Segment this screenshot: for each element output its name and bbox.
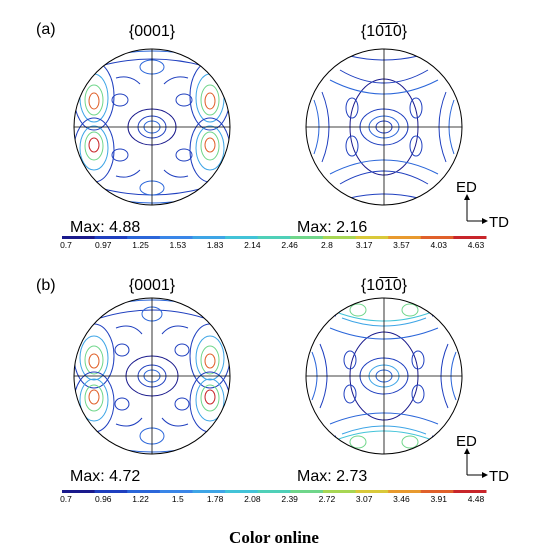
colorbar-a-segment	[192, 236, 226, 239]
colorbar-b-segment	[290, 490, 324, 493]
colorbar-b-tick-label: 4.48	[468, 494, 485, 504]
colorbar-a-segment	[290, 236, 324, 239]
pole-figure-b-prismatic: {10̅1̅0}	[305, 276, 463, 455]
pole-figure-a-prismatic-title: {10̅1̅0}	[361, 22, 408, 40]
glyph-a-ed: ED	[456, 179, 477, 196]
panel-b-label: (b)	[36, 277, 56, 294]
colorbar-b-segments	[62, 490, 487, 493]
colorbar-a-tick-label: 4.63	[468, 240, 485, 250]
colorbar-a-segment	[225, 236, 259, 239]
max-b-basal: Max: 4.72	[70, 468, 140, 485]
colorbar-b-segment	[355, 490, 389, 493]
colorbar-a-tick-label: 2.14	[244, 240, 261, 250]
figure-caption: Color online	[229, 528, 319, 547]
pole-figure-b-basal-title: {0001}	[129, 277, 176, 294]
colorbar-b-segment	[94, 490, 128, 493]
glyph-b-ed: ED	[456, 433, 477, 450]
colorbar-a-tick-label: 2.46	[281, 240, 298, 250]
colorbar-a: 0.7 0.97 1.25 1.53 1.83 2.14 2.46 2.8 3.17 3.57 4.…	[60, 236, 487, 250]
max-a-basal: Max: 4.88	[70, 219, 140, 236]
colorbar-a-segment	[355, 236, 389, 239]
pole-figure-a-basal: {0001}	[73, 23, 231, 206]
pole-figure-a-prismatic: {10̅1̅0}	[305, 22, 463, 206]
orientation-glyph-b: ED TD	[456, 433, 509, 485]
colorbar-b-segment	[159, 490, 193, 493]
colorbar-a-segment	[159, 236, 193, 239]
colorbar-a-segment	[420, 236, 454, 239]
colorbar-a-tick-label: 0.7	[60, 240, 72, 250]
colorbar-b-tick-label: 2.08	[244, 494, 261, 504]
colorbar-a-segment	[453, 236, 487, 239]
colorbar-a-tick-label: 1.83	[207, 240, 224, 250]
colorbar-b-segment	[257, 490, 291, 493]
colorbar-a-tick-label: 2.8	[321, 240, 333, 250]
colorbar-b-segment	[420, 490, 454, 493]
colorbar-b-segment	[322, 490, 357, 493]
colorbar-a-segment	[257, 236, 291, 239]
max-b-prismatic: Max: 2.73	[297, 468, 367, 485]
colorbar-b-tick-label: 0.96	[95, 494, 112, 504]
colorbar-a-tick-label: 0.97	[95, 240, 112, 250]
colorbar-a-tick-label: 3.17	[356, 240, 373, 250]
colorbar-a-segment	[62, 236, 96, 239]
colorbar-b-tick-label: 1.78	[207, 494, 224, 504]
colorbar-b-tick-label: 2.39	[281, 494, 298, 504]
colorbar-b-segment	[388, 490, 422, 493]
colorbar-b-tick-label: 1.5	[172, 494, 184, 504]
colorbar-a-tick-label: 4.03	[430, 240, 447, 250]
colorbar-b-tick-label: 0.7	[60, 494, 72, 504]
colorbar-b-tick-label: 3.91	[430, 494, 447, 504]
colorbar-b-segment	[127, 490, 161, 493]
colorbar-b-tick-label: 3.46	[393, 494, 410, 504]
colorbar-a-tick-label: 1.25	[132, 240, 149, 250]
colorbar-b-segment	[192, 490, 226, 493]
colorbar-b-ticks: 0.7 0.96 1.22 1.5 1.78 2.08 2.39 2.72 3.07 3.46 3.…	[60, 494, 484, 504]
orientation-glyph-a: ED TD	[456, 179, 509, 231]
colorbar-a-segment	[322, 236, 357, 239]
colorbar-a-segment	[127, 236, 161, 239]
max-a-prismatic: Max: 2.16	[297, 219, 367, 236]
glyph-b-td: TD	[489, 468, 509, 485]
colorbar-a-tick-label: 1.53	[170, 240, 187, 250]
colorbar-b-tick-label: 1.22	[132, 494, 149, 504]
pole-figure-b-basal: {0001}	[73, 277, 231, 455]
colorbar-a-ticks: 0.7 0.97 1.25 1.53 1.83 2.14 2.46 2.8 3.17 3.57 4.…	[60, 240, 484, 250]
glyph-a-td: TD	[489, 214, 509, 231]
pole-figure-a-basal-title: {0001}	[129, 23, 176, 40]
colorbar-b-segment	[453, 490, 487, 493]
colorbar-b-tick-label: 3.07	[356, 494, 373, 504]
colorbar-b: 0.7 0.96 1.22 1.5 1.78 2.08 2.39 2.72 3.07 3.46 3.…	[60, 490, 487, 504]
panel-b: (b) {0001}	[36, 276, 487, 504]
colorbar-b-segment	[62, 490, 96, 493]
panel-a: (a) {0001}	[36, 21, 487, 250]
colorbar-a-tick-label: 3.57	[393, 240, 410, 250]
colorbar-b-segment	[225, 490, 259, 493]
colorbar-a-segments	[62, 236, 487, 239]
colorbar-b-tick-label: 2.72	[319, 494, 336, 504]
colorbar-a-segment	[388, 236, 422, 239]
colorbar-a-segment	[94, 236, 128, 239]
pole-figure-b-prismatic-title: {10̅1̅0}	[361, 276, 408, 294]
panel-a-label: (a)	[36, 21, 56, 38]
